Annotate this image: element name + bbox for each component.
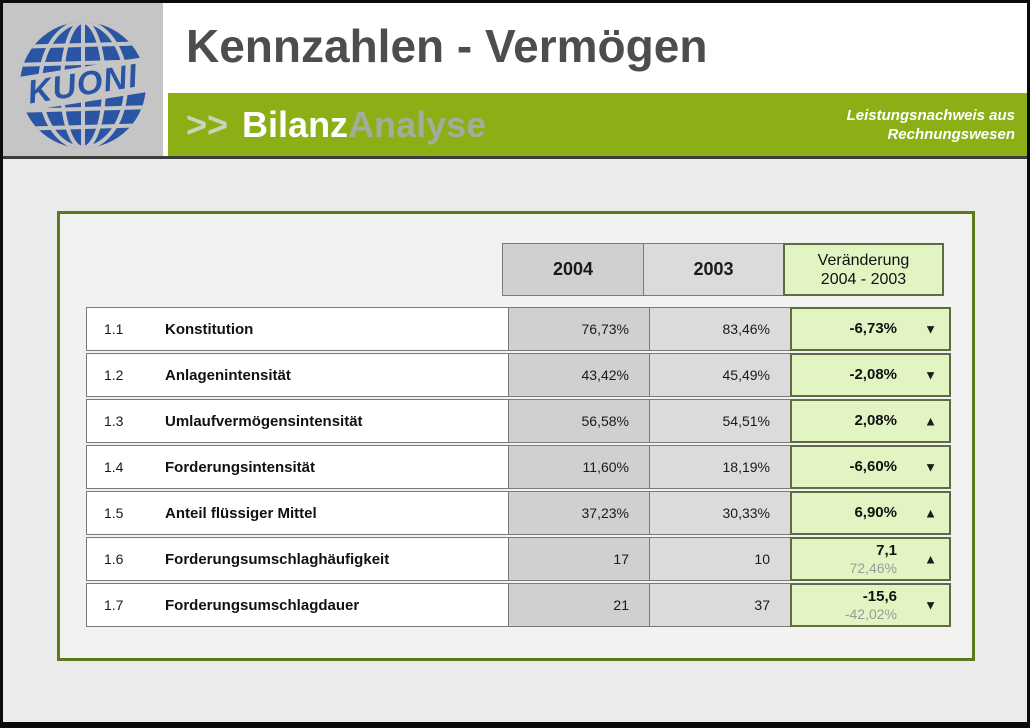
row-label: Forderungsumschlaghäufigkeit	[165, 550, 390, 568]
value-2003: 30,33%	[649, 492, 790, 534]
row-label: Umlaufvermögensintensität	[165, 412, 363, 430]
trend-arrow-icon: ▲	[924, 551, 937, 567]
banner-bar: >> Bilanz Analyse Leistungsnachweis aus Re…	[168, 93, 1027, 156]
tagline-line-2: Rechnungswesen	[887, 125, 1015, 143]
table-row: 1.5 Anteil flüssiger Mittel 37,23% 30,33…	[86, 491, 951, 535]
table-row: 1.3 Umlaufvermögensintensität 56,58% 54,…	[86, 399, 951, 443]
row-label: Forderungsumschlagdauer	[165, 596, 360, 614]
table-row: 1.1 Konstitution 76,73% 83,46% -6,73% ▼	[86, 307, 951, 351]
table-body: 1.1 Konstitution 76,73% 83,46% -6,73% ▼ …	[86, 307, 951, 629]
value-2003: 37	[649, 584, 790, 626]
value-change: 2,08% ▲	[790, 399, 951, 443]
value-2004: 21	[508, 584, 649, 626]
row-number: 1.6	[104, 551, 124, 567]
change-value: -2,08%	[849, 366, 897, 383]
row-label: Konstitution	[165, 320, 254, 338]
row-number: 1.5	[104, 505, 124, 521]
row-number: 1.3	[104, 413, 124, 429]
row-number: 1.7	[104, 597, 124, 613]
value-2004: 17	[508, 538, 649, 580]
change-sub-value: -42,02%	[844, 605, 897, 622]
value-2003: 45,49%	[649, 354, 790, 396]
trend-arrow-icon: ▼	[924, 597, 937, 613]
change-value: -15,6	[862, 587, 897, 605]
trend-arrow-icon: ▲	[924, 413, 937, 429]
trend-arrow-icon: ▼	[924, 321, 937, 337]
banner-brand: >> Bilanz Analyse	[168, 104, 486, 146]
change-value: 6,90%	[854, 504, 897, 521]
trend-arrow-icon: ▼	[924, 367, 937, 383]
value-2004: 37,23%	[508, 492, 649, 534]
change-value: -6,60%	[849, 458, 897, 475]
value-2004: 43,42%	[508, 354, 649, 396]
value-change: 6,90% ▲	[790, 491, 951, 535]
value-change: -6,60% ▼	[790, 445, 951, 489]
change-header-line1: Veränderung	[817, 251, 910, 269]
table-row: 1.4 Forderungsintensität 11,60% 18,19% -…	[86, 445, 951, 489]
table-row: 1.7 Forderungsumschlagdauer 21 37 -15,6 …	[86, 583, 951, 627]
change-header-line2: 2004 - 2003	[820, 270, 907, 288]
value-2003: 18,19%	[649, 446, 790, 488]
change-sub-value: 72,46%	[849, 559, 897, 576]
column-header-change: Veränderung 2004 - 2003	[783, 243, 944, 296]
column-header-2004: 2004	[502, 243, 643, 296]
row-number: 1.1	[104, 321, 124, 337]
globe-icon: KUONI	[3, 22, 163, 148]
row-label: Forderungsintensität	[165, 458, 316, 476]
header-divider	[3, 156, 1027, 159]
value-2004: 11,60%	[508, 446, 649, 488]
column-header-2003: 2003	[643, 243, 784, 296]
table-header: 2004 2003 Veränderung 2004 - 2003	[502, 243, 944, 296]
value-2003: 83,46%	[649, 308, 790, 350]
trend-arrow-icon: ▼	[924, 459, 937, 475]
change-value: 2,08%	[854, 412, 897, 429]
page-title: Kennzahlen - Vermögen	[186, 20, 708, 72]
value-2004: 76,73%	[508, 308, 649, 350]
banner-word-analyse: Analyse	[348, 103, 487, 145]
value-2003: 54,51%	[649, 400, 790, 442]
change-value: 7,1	[876, 541, 897, 559]
tagline-line-1: Leistungsnachweis aus	[846, 106, 1015, 124]
banner-tagline: Leistungsnachweis aus Rechnungswesen	[847, 106, 1027, 144]
row-label: Anteil flüssiger Mittel	[165, 504, 317, 522]
value-change: -6,73% ▼	[790, 307, 951, 351]
table-row: 1.6 Forderungsumschlaghäufigkeit 17 10 7…	[86, 537, 951, 581]
row-number: 1.2	[104, 367, 124, 383]
value-change: 7,1 72,46% ▲	[790, 537, 951, 581]
value-change: -15,6 -42,02% ▼	[790, 583, 951, 627]
row-label: Anlagenintensität	[165, 366, 291, 384]
table-row: 1.2 Anlagenintensität 43,42% 45,49% -2,0…	[86, 353, 951, 397]
value-2004: 56,58%	[508, 400, 649, 442]
value-2003: 10	[649, 538, 790, 580]
row-number: 1.4	[104, 459, 124, 475]
chevrons-icon: >>	[186, 103, 229, 145]
change-value: -6,73%	[849, 320, 897, 337]
trend-arrow-icon: ▲	[924, 505, 937, 521]
value-change: -2,08% ▼	[790, 353, 951, 397]
banner-word-bilanz: Bilanz	[242, 103, 349, 145]
kuoni-logo: KUONI	[3, 3, 163, 156]
